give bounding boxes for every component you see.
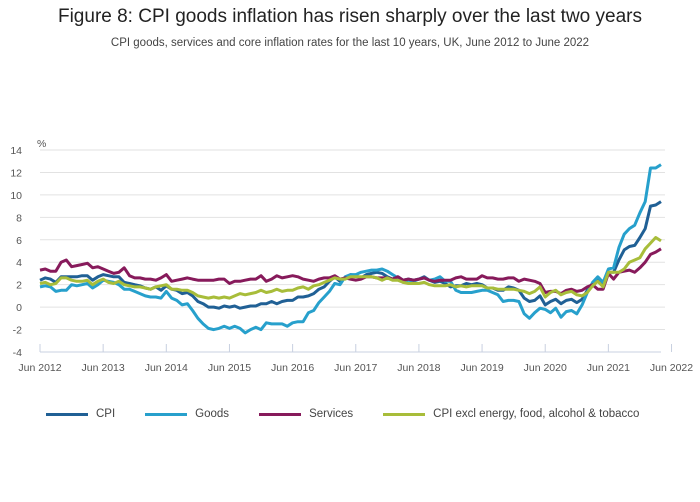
legend-swatch [46,412,88,416]
legend-item: CPI excl energy, food, alcohol & tobacco [383,408,639,420]
gridlines [40,149,665,331]
legend-item: Services [259,408,353,420]
y-tick-label: 14 [10,145,22,157]
x-tick-label: Jun 2012 [18,362,61,374]
y-tick-label: 2 [16,280,22,292]
x-tick-label: Jun 2019 [460,362,503,374]
y-tick-label: -2 [13,325,22,337]
y-tick-label: 10 [10,190,22,202]
legend-swatch [259,412,302,416]
y-tick-label: 8 [16,212,22,224]
series-line-goods [39,163,662,335]
legend-swatch [145,412,188,416]
x-tick-label: Jun 2016 [271,362,314,374]
y-axis-unit-label: % [37,138,46,150]
x-tick-label: Jun 2018 [397,362,440,374]
x-tick-label: Jun 2014 [145,362,188,374]
legend-label: Goods [195,408,230,420]
y-tick-label: 6 [16,235,22,247]
x-tick-label: Jun 2015 [208,362,251,374]
legend-label: CPI [96,408,116,420]
x-axis: Jun 2012 Jun 2013 Jun 2014 Jun 2015 Jun 2016… [18,344,693,374]
legend-label: CPI excl energy, food, alcohol & tobacco [433,408,640,420]
legend-item: CPI [46,408,115,420]
x-tick-label: Jun 2020 [524,362,567,374]
y-tick-label: -4 [13,347,22,359]
y-axis-ticks: 14 12 10 8 6 4 2 0 -2 -4 [10,145,22,359]
legend: CPI Goods Services CPI excl energy, food, a… [46,408,669,420]
x-tick-label: Jun 2022 [650,362,693,374]
series-line-cpi-excl-energy-food-alcohol-tobacco [39,236,662,300]
legend-swatch [383,412,426,416]
legend-item: Goods [145,408,229,420]
y-tick-label: 12 [10,167,22,179]
x-tick-label: Jun 2013 [82,362,125,374]
series-lines [39,163,662,335]
x-tick-label: Jun 2017 [334,362,377,374]
y-tick-label: 4 [16,257,22,269]
y-tick-label: 0 [16,302,22,314]
x-tick-label: Jun 2021 [587,362,630,374]
chart-title: Figure 8: CPI goods inflation has risen … [57,6,642,27]
chart-subtitle: CPI goods, services and core inflation r… [110,37,590,49]
legend-label: Services [309,408,354,420]
